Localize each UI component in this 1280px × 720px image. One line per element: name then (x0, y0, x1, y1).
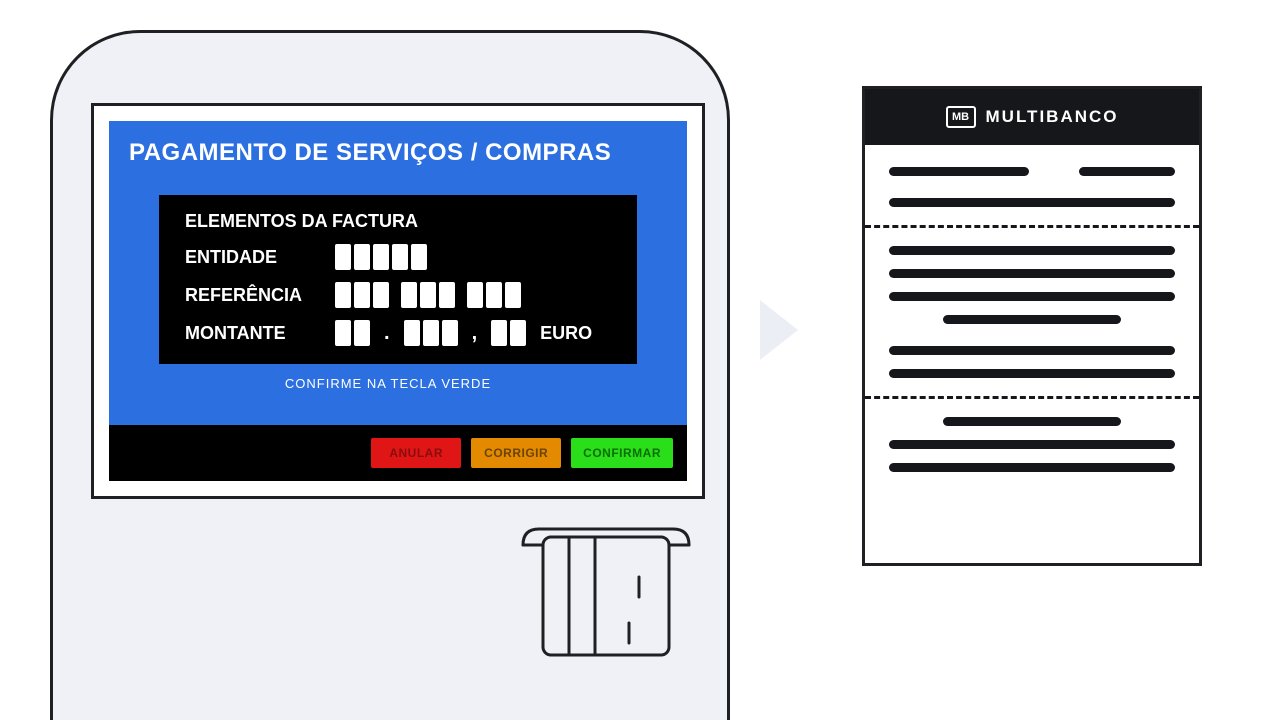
digit-placeholder[interactable] (335, 244, 351, 270)
digit-placeholder[interactable] (335, 320, 351, 346)
mb-logo-icon: MB (946, 106, 976, 128)
receipt-line (889, 246, 1175, 255)
digit-separator: , (470, 322, 480, 345)
digit-placeholder[interactable] (442, 320, 458, 346)
screen-bezel: PAGAMENTO DE SERVIÇOS / COMPRAS ELEMENTO… (91, 103, 705, 499)
receipt: MB MULTIBANCO (862, 86, 1202, 566)
digit-placeholder[interactable] (401, 282, 417, 308)
receipt-top-row (889, 167, 1175, 176)
receipt-line (889, 198, 1175, 207)
receipt-line (889, 463, 1175, 472)
entity-row: ENTIDADE (185, 244, 611, 270)
receipt-divider (865, 396, 1199, 399)
correct-button[interactable]: CORRIGIR (471, 438, 561, 468)
digit-placeholder[interactable] (420, 282, 436, 308)
amount-label: MONTANTE (185, 323, 335, 344)
receipt-line (943, 417, 1121, 426)
digit-placeholder[interactable] (354, 320, 370, 346)
receipt-header: MB MULTIBANCO (865, 89, 1199, 145)
cancel-button[interactable]: ANULAR (371, 438, 461, 468)
digit-separator: . (382, 322, 392, 345)
reference-row: REFERÊNCIA (185, 282, 611, 308)
receipt-section (889, 346, 1175, 378)
digit-group[interactable] (335, 244, 427, 270)
digit-group[interactable] (401, 282, 455, 308)
digit-group[interactable] (491, 320, 526, 346)
entity-digits[interactable] (335, 244, 427, 270)
receipt-section (889, 246, 1175, 324)
receipt-line (889, 369, 1175, 378)
receipt-line (943, 315, 1121, 324)
digit-placeholder[interactable] (411, 244, 427, 270)
confirm-button[interactable]: CONFIRMAR (571, 438, 673, 468)
digit-group[interactable] (467, 282, 521, 308)
currency-label: EURO (540, 323, 592, 344)
digit-group[interactable] (335, 282, 389, 308)
receipt-line (889, 269, 1175, 278)
confirm-hint: CONFIRME NA TECLA VERDE (109, 376, 687, 391)
amount-digits[interactable]: ., (335, 320, 526, 346)
digit-placeholder[interactable] (510, 320, 526, 346)
digit-placeholder[interactable] (373, 282, 389, 308)
reference-label: REFERÊNCIA (185, 285, 335, 306)
receipt-divider (865, 225, 1199, 228)
digit-placeholder[interactable] (486, 282, 502, 308)
receipt-line (889, 292, 1175, 301)
digit-placeholder[interactable] (335, 282, 351, 308)
receipt-section (889, 417, 1175, 472)
receipt-line (1079, 167, 1175, 176)
amount-row: MONTANTE ., EURO (185, 320, 611, 346)
screen-title: PAGAMENTO DE SERVIÇOS / COMPRAS (109, 121, 687, 177)
invoice-panel: ELEMENTOS DA FACTURA ENTIDADE REFERÊNCIA… (159, 195, 637, 364)
receipt-section (889, 198, 1175, 207)
digit-placeholder[interactable] (404, 320, 420, 346)
atm-screen: PAGAMENTO DE SERVIÇOS / COMPRAS ELEMENTO… (109, 121, 687, 481)
digit-group[interactable] (404, 320, 458, 346)
arrow-icon (760, 300, 798, 360)
invoice-header: ELEMENTOS DA FACTURA (185, 211, 611, 232)
digit-placeholder[interactable] (392, 244, 408, 270)
receipt-line (889, 167, 1029, 176)
digit-placeholder[interactable] (491, 320, 507, 346)
receipt-line (889, 346, 1175, 355)
receipt-body (865, 145, 1199, 563)
digit-placeholder[interactable] (423, 320, 439, 346)
receipt-brand: MULTIBANCO (986, 107, 1119, 127)
button-bar: ANULAR CORRIGIR CONFIRMAR (109, 425, 687, 481)
reference-digits[interactable] (335, 282, 521, 308)
card-slot-icon (521, 527, 691, 662)
atm-terminal: PAGAMENTO DE SERVIÇOS / COMPRAS ELEMENTO… (50, 30, 730, 720)
entity-label: ENTIDADE (185, 247, 335, 268)
digit-placeholder[interactable] (373, 244, 389, 270)
receipt-line (889, 440, 1175, 449)
digit-placeholder[interactable] (505, 282, 521, 308)
digit-placeholder[interactable] (439, 282, 455, 308)
digit-placeholder[interactable] (354, 244, 370, 270)
digit-group[interactable] (335, 320, 370, 346)
digit-placeholder[interactable] (467, 282, 483, 308)
digit-placeholder[interactable] (354, 282, 370, 308)
